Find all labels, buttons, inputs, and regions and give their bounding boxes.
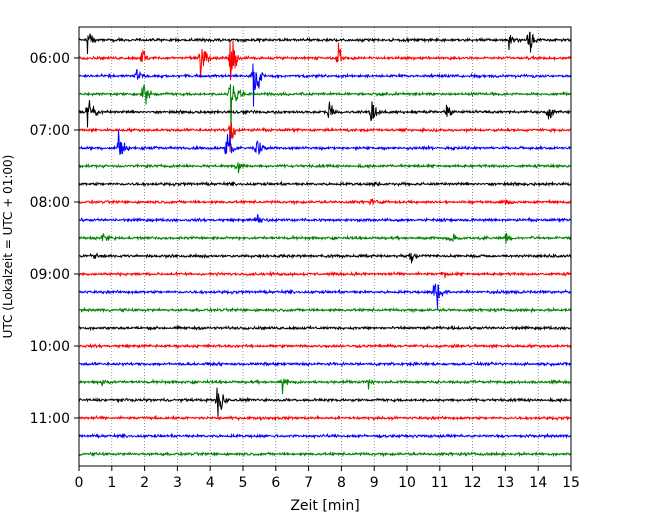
x-tick-label-6: 6 bbox=[271, 475, 280, 491]
trace-08:45 bbox=[78, 252, 572, 264]
trace-05:45 bbox=[78, 31, 572, 55]
trace-06:00 bbox=[78, 40, 572, 81]
x-tick-label-4: 4 bbox=[206, 475, 215, 491]
x-tick-label-2: 2 bbox=[140, 475, 149, 491]
y-tick-label-08:00: 08:00 bbox=[30, 195, 70, 211]
trace-07:00 bbox=[78, 122, 572, 152]
trace-10:45 bbox=[78, 387, 572, 417]
trace-09:15 bbox=[78, 283, 571, 309]
x-axis-label: Zeit [min] bbox=[290, 498, 359, 514]
y-axis-ticks: 06:00 07:00 08:00 09:00 10:00 11:00 bbox=[30, 51, 79, 427]
trace-08:15 bbox=[78, 213, 572, 224]
x-tick-label-15: 15 bbox=[562, 475, 580, 491]
trace-06:15 bbox=[78, 63, 572, 107]
y-tick-label-09:00: 09:00 bbox=[30, 267, 70, 283]
trace-08:30 bbox=[78, 233, 572, 244]
trace-11:00 bbox=[78, 414, 572, 422]
trace-07:15 bbox=[78, 130, 572, 156]
y-tick-label-07:00: 07:00 bbox=[30, 123, 70, 139]
trace-06:45 bbox=[78, 100, 572, 128]
x-tick-label-14: 14 bbox=[529, 475, 547, 491]
y-tick-label-10:00: 10:00 bbox=[30, 339, 70, 355]
trace-09:45 bbox=[78, 324, 572, 332]
trace-06:30 bbox=[78, 84, 572, 138]
trace-09:30 bbox=[78, 306, 572, 314]
trace-07:30 bbox=[78, 162, 572, 174]
x-tick-label-9: 9 bbox=[370, 475, 379, 491]
trace-group bbox=[78, 31, 572, 458]
trace-08:00 bbox=[78, 198, 572, 207]
x-tick-label-5: 5 bbox=[239, 475, 248, 491]
trace-10:15 bbox=[78, 360, 572, 368]
x-tick-label-13: 13 bbox=[496, 475, 514, 491]
y-tick-label-11:00: 11:00 bbox=[30, 411, 70, 427]
trace-09:00 bbox=[78, 270, 572, 279]
x-tick-label-10: 10 bbox=[398, 475, 416, 491]
trace-11:15 bbox=[78, 432, 572, 440]
y-axis-label: UTC (Lokalzeit = UTC + 01:00) bbox=[1, 155, 15, 339]
trace-07:45 bbox=[78, 180, 572, 188]
y-tick-label-06:00: 06:00 bbox=[30, 51, 70, 67]
x-tick-label-11: 11 bbox=[431, 475, 449, 491]
x-tick-label-3: 3 bbox=[173, 475, 182, 491]
trace-10:30 bbox=[79, 378, 572, 395]
x-tick-label-7: 7 bbox=[304, 475, 313, 491]
x-axis-ticks: 0 1 2 3 4 5 6 7 8 9 10 11 12 13 14 15 bbox=[75, 466, 580, 491]
x-tick-label-8: 8 bbox=[337, 475, 346, 491]
x-tick-label-12: 12 bbox=[464, 475, 482, 491]
x-tick-label-1: 1 bbox=[107, 475, 116, 491]
trace-10:00 bbox=[78, 342, 572, 350]
plot-frame bbox=[78, 26, 572, 467]
trace-11:30 bbox=[78, 450, 572, 458]
x-tick-label-0: 0 bbox=[75, 475, 84, 491]
